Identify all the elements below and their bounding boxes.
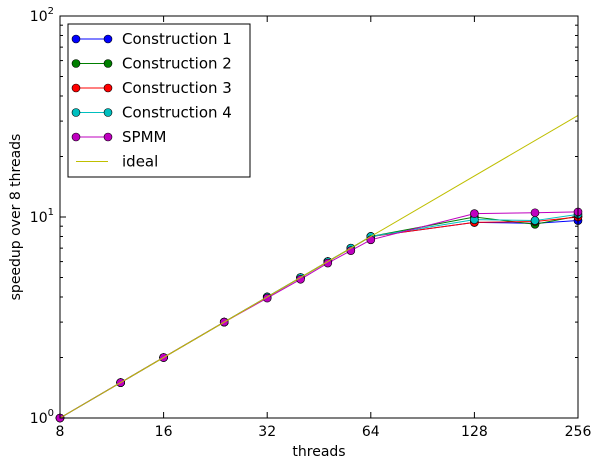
x-tick-label: 128 [461,424,488,440]
legend-swatch-marker [71,132,81,142]
legend-swatch-marker [103,108,113,117]
legend-box [67,23,251,178]
x-tick-label: 64 [362,424,380,440]
y-axis-label: speedup over 8 threads [8,134,24,301]
legend-swatch-marker [103,59,113,68]
legend-swatch-marker [103,83,113,93]
legend-swatch-marker [103,132,113,142]
data-point-spmm [470,209,479,218]
x-tick-label: 32 [258,424,276,440]
data-point-construction-4 [530,216,540,225]
legend-label: Construction 4 [122,104,232,122]
legend-swatch-marker [71,108,81,117]
y-tick-label: 101 [30,207,54,226]
x-tick-label: 256 [565,424,592,440]
legend-label: Construction 3 [122,79,232,97]
legend-label: Construction 1 [122,30,232,48]
y-tick-label: 102 [30,6,54,25]
x-tick-label: 8 [56,424,65,440]
data-point-spmm [530,208,540,218]
legend-label: SPMM [122,128,166,146]
legend-label: Construction 2 [122,55,232,73]
series-line-ideal [59,115,579,419]
data-point-spmm [323,258,333,268]
x-tick-label: 16 [155,424,173,440]
y-tick-label: 100 [30,408,54,427]
legend-swatch-marker [71,83,81,93]
x-axis-label: threads [292,444,345,460]
legend-swatch-marker [103,34,113,44]
legend-label: ideal [122,153,158,171]
legend-swatch-marker [71,34,81,44]
legend-swatch-marker [71,59,81,68]
